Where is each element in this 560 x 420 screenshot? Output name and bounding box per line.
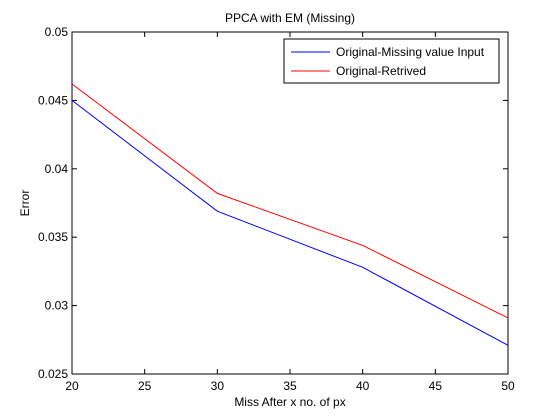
y-tick-label: 0.05	[45, 25, 69, 39]
y-tick-label: 0.035	[38, 230, 68, 244]
x-axis-label: Miss After x no. of px	[234, 395, 345, 409]
chart-title: PPCA with EM (Missing)	[225, 11, 355, 25]
y-tick-label: 0.045	[38, 93, 68, 107]
plot-area	[71, 31, 509, 375]
legend-label-original-missing: Original-Missing value Input	[336, 45, 485, 59]
x-tick-label: 25	[138, 379, 152, 393]
x-tick-label: 40	[356, 379, 370, 393]
x-tick-label: 45	[429, 379, 443, 393]
y-axis-label: Error	[18, 190, 32, 217]
x-tick-label: 50	[501, 379, 515, 393]
x-tick-label: 30	[211, 379, 225, 393]
y-axis-ticks: 0.025 0.03 0.035 0.04 0.045 0.05	[38, 25, 508, 381]
x-tick-label: 20	[65, 379, 79, 393]
legend-box	[283, 38, 500, 84]
x-tick-label: 35	[283, 379, 297, 393]
legend: Original-Missing value Input Original-Re…	[283, 38, 500, 84]
y-tick-label: 0.025	[38, 367, 68, 381]
x-axis-ticks: 20 25 30 35 40 45 50	[65, 32, 515, 393]
series-line-original-retrived	[71, 83, 509, 319]
y-tick-label: 0.04	[45, 162, 69, 176]
series-line-original-missing	[71, 100, 509, 346]
legend-label-original-retrived: Original-Retrived	[336, 64, 426, 78]
y-tick-label: 0.03	[45, 299, 69, 313]
series-group	[71, 83, 509, 346]
